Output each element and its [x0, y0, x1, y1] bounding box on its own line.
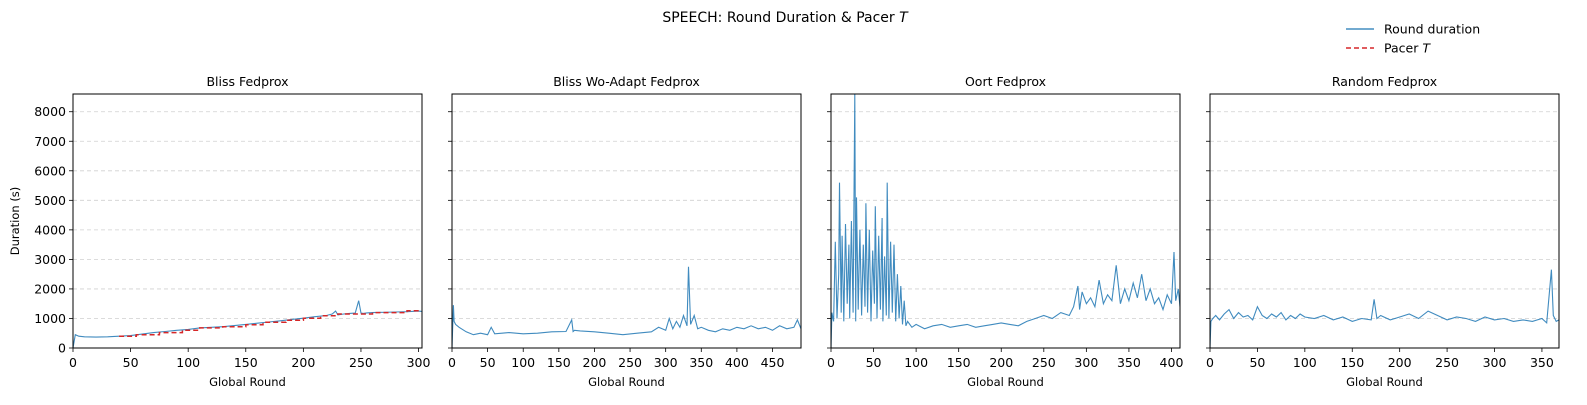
y-tick-label: 8000 — [34, 104, 66, 119]
x-tick-label: 300 — [407, 355, 431, 370]
x-tick-label: 100 — [176, 355, 200, 370]
x-tick-label: 400 — [1160, 355, 1184, 370]
x-axis-label: Global Round — [209, 375, 286, 389]
x-axis-label: Global Round — [967, 375, 1044, 389]
x-tick-label: 200 — [291, 355, 315, 370]
legend-pacer-label: Pacer T — [1384, 41, 1431, 56]
axes-frame — [1209, 93, 1560, 349]
x-tick-label: 300 — [1483, 355, 1507, 370]
x-axis-label: Global Round — [1346, 375, 1423, 389]
x-axis-label: Global Round — [588, 375, 665, 389]
x-tick-label: 450 — [761, 355, 785, 370]
y-tick-label: 7000 — [34, 134, 66, 149]
x-tick-label: 250 — [1435, 355, 1459, 370]
panel-1: 0 1000 2000 3000 4000 5000 6000 7000 8000 0 50 100 1… — [8, 74, 431, 389]
x-tick-label: 150 — [1340, 355, 1364, 370]
y-tick-label: 6000 — [34, 163, 66, 178]
round-duration-line — [1210, 269, 1559, 348]
x-tick-label: 200 — [1388, 355, 1412, 370]
legend-round-label: Round duration — [1384, 22, 1480, 37]
x-tick-label: 100 — [511, 355, 535, 370]
y-tick-label: 1000 — [34, 311, 66, 326]
panel-2: 0 50 100 150 200 250 300 350 400 450 Bliss Wo-Adap… — [448, 74, 802, 389]
y-axis-label: Duration (s) — [8, 187, 22, 256]
x-tick-label: 100 — [1293, 355, 1317, 370]
pacer-line — [119, 310, 422, 337]
round-duration-line — [452, 266, 801, 348]
x-tick-label: 0 — [448, 355, 456, 370]
x-tick-label: 200 — [989, 355, 1013, 370]
x-tick-label: 250 — [1032, 355, 1056, 370]
x-tick-label: 350 — [689, 355, 713, 370]
x-tick-label: 250 — [349, 355, 373, 370]
x-tick-label: 0 — [69, 355, 77, 370]
x-tick-label: 300 — [1074, 355, 1098, 370]
x-tick-label: 50 — [480, 355, 496, 370]
x-tick-label: 50 — [1249, 355, 1265, 370]
x-tick-label: 50 — [123, 355, 139, 370]
y-tick-label: 0 — [58, 341, 66, 356]
y-tick-label: 4000 — [34, 222, 66, 237]
x-tick-label: 250 — [618, 355, 642, 370]
x-tick-label: 300 — [654, 355, 678, 370]
y-tick-label: 3000 — [34, 252, 66, 267]
panel-title: Bliss Wo-Adapt Fedprox — [553, 74, 700, 89]
x-tick-label: 200 — [583, 355, 607, 370]
panel-title: Random Fedprox — [1332, 74, 1437, 89]
x-tick-label: 150 — [234, 355, 258, 370]
x-tick-label: 150 — [947, 355, 971, 370]
x-tick-label: 350 — [1117, 355, 1141, 370]
y-tick-label: 5000 — [34, 193, 66, 208]
panel-title: Bliss Fedprox — [206, 74, 288, 89]
x-tick-label: 50 — [866, 355, 882, 370]
figure-title: SPEECH: Round Duration & Pacer T — [662, 10, 909, 26]
round-duration-line — [73, 300, 422, 348]
x-tick-label: 100 — [904, 355, 928, 370]
axes-frame — [451, 93, 802, 349]
panel-4: 0 50 100 150 200 250 300 350 Random Fedprox Globa… — [1206, 74, 1560, 389]
legend: Round duration Pacer T — [1346, 22, 1480, 56]
axes-frame — [830, 93, 1181, 349]
panel-title: Oort Fedprox — [965, 74, 1046, 89]
y-tick-label: 2000 — [34, 281, 66, 296]
x-tick-label: 150 — [547, 355, 571, 370]
x-tick-label: 400 — [725, 355, 749, 370]
x-tick-label: 0 — [1206, 355, 1214, 370]
panel-3: 0 50 100 150 200 250 300 350 400 Oort Fedprox Glob… — [827, 74, 1183, 389]
x-tick-label: 350 — [1530, 355, 1554, 370]
axes-frame — [72, 93, 423, 349]
x-tick-label: 0 — [827, 355, 835, 370]
round-duration-line — [831, 94, 1180, 348]
